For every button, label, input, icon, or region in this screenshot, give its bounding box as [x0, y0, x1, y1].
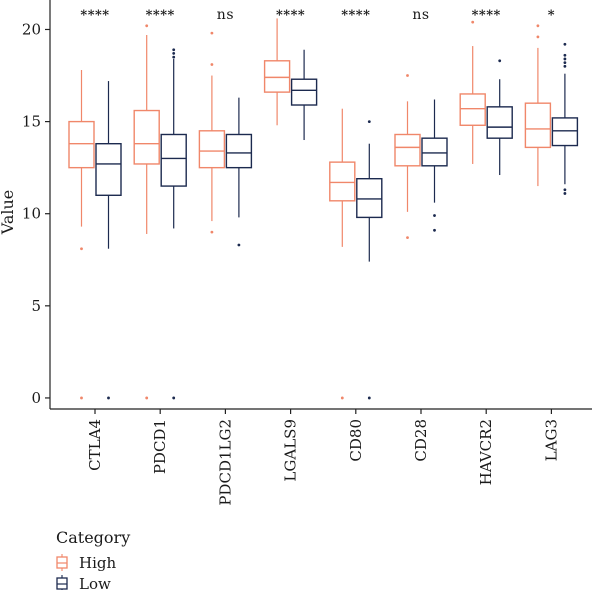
box-high-havcr2 [459, 20, 486, 164]
box-high-cd80 [329, 108, 356, 400]
outlier-point [172, 55, 176, 59]
x-tick-label: PDCD1LG2 [216, 419, 234, 506]
outlier-point [406, 236, 409, 240]
plot-area: **** **** ns **** **** ns **** * [68, 7, 579, 400]
box-body [68, 120, 95, 169]
outlier-point [367, 120, 371, 123]
box-high-lgals9 [263, 18, 291, 126]
significance-label: ns [217, 7, 234, 23]
box-high-ctla4 [68, 70, 95, 400]
x-tick-label: HAVCR2 [477, 419, 495, 485]
significance-label: **** [472, 8, 501, 23]
outlier-point [237, 243, 241, 247]
legend-item-high: High [56, 554, 116, 572]
outlier-point [210, 31, 214, 35]
outlier-point [563, 64, 567, 68]
x-tick-label: CD28 [412, 419, 430, 462]
y-tick-label: 20 [22, 20, 41, 38]
y-axis-title: Value [0, 190, 17, 236]
significance-label: ns [412, 7, 429, 23]
outlier-point [563, 61, 567, 65]
outlier-point [536, 24, 540, 28]
outlier-point [172, 48, 176, 52]
y-tick-label: 10 [22, 205, 41, 223]
box-low-cd80 [356, 120, 383, 400]
box-low-lgals9 [290, 49, 318, 141]
box-body [524, 102, 552, 149]
significance-label: **** [80, 8, 109, 23]
box-body [486, 106, 513, 139]
box-high-cd28 [394, 74, 421, 240]
x-tick-label: CTLA4 [86, 419, 104, 471]
y-tick-label: 5 [31, 297, 41, 315]
legend: Category High Low [56, 528, 130, 590]
box-body [95, 143, 122, 196]
outlier-point [406, 74, 409, 77]
outlier-point [471, 20, 475, 24]
box-body [160, 133, 187, 187]
outlier-point [563, 53, 567, 57]
significance-label: **** [276, 8, 305, 23]
box-body [394, 133, 421, 167]
box-low-pdcd1lg2 [225, 97, 253, 247]
box-low-pdcd1 [160, 48, 187, 400]
box-high-pdcd1 [133, 24, 160, 400]
legend-item-low: Low [56, 575, 111, 590]
box-low-havcr2 [486, 59, 513, 176]
outlier-point [563, 188, 567, 192]
box-body [225, 133, 253, 169]
y-tick-label: 15 [22, 113, 41, 131]
outlier-point [210, 230, 214, 234]
x-tick-label: LAG3 [542, 419, 560, 461]
box-body [263, 60, 291, 93]
x-tick-label: LGALS9 [282, 419, 300, 482]
box-high-lag3 [524, 24, 552, 187]
outlier-point [536, 35, 540, 39]
outlier-point [367, 396, 371, 400]
outlier-point [145, 24, 149, 28]
box-low-ctla4 [95, 81, 122, 400]
legend-label: High [79, 554, 116, 572]
legend-label: Low [79, 575, 111, 590]
axes: 0 5 10 15 20 CTLA4 PDCD1 PDCD1LG2 LGALS9 CD80 CD28… [22, 0, 592, 506]
box-low-cd28 [421, 99, 448, 232]
y-tick-label: 0 [31, 389, 41, 407]
outlier-point [172, 396, 176, 400]
box-body [459, 93, 486, 126]
box-body [133, 109, 160, 165]
box-body [421, 137, 448, 167]
box-body [198, 130, 226, 169]
box-body [290, 78, 318, 106]
outlier-point [498, 59, 502, 63]
outlier-point [107, 396, 110, 400]
outlier-point [210, 63, 214, 66]
legend-title: Category [56, 528, 130, 547]
outlier-point [433, 228, 436, 232]
box-low-lag3 [551, 42, 579, 195]
box-body [356, 178, 383, 219]
outlier-point [340, 396, 344, 400]
outlier-point [433, 214, 436, 217]
significance-label: **** [146, 8, 175, 23]
outlier-point [563, 192, 567, 195]
x-tick-label: CD80 [347, 419, 365, 462]
outlier-point [563, 57, 567, 61]
box-body [551, 117, 579, 147]
box-body [329, 161, 356, 202]
box-high-pdcd1lg2 [198, 31, 226, 234]
x-tick-label: PDCD1 [151, 419, 169, 474]
significance-label: * [548, 8, 555, 23]
significance-label: **** [341, 8, 370, 23]
outlier-point [80, 396, 83, 400]
outlier-point [80, 247, 83, 251]
outlier-point [145, 396, 149, 400]
outlier-point [172, 52, 176, 55]
outlier-point [563, 42, 567, 46]
